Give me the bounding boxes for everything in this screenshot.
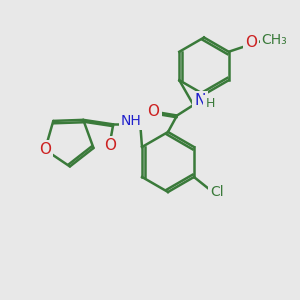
Text: NH: NH [121,114,142,128]
Text: O: O [39,142,51,157]
Text: O: O [148,103,160,118]
Text: O: O [245,35,257,50]
Text: H: H [205,97,215,110]
Text: CH₃: CH₃ [262,33,287,47]
Text: Cl: Cl [211,185,224,199]
Text: N: N [194,93,206,108]
Text: O: O [104,138,116,153]
